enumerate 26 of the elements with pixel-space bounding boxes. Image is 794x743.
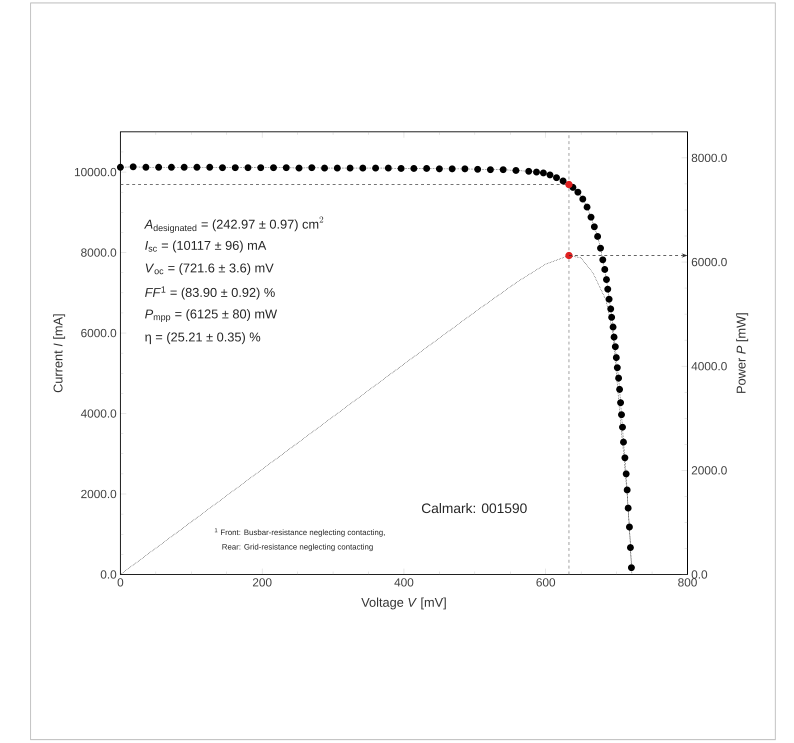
y2-tick-label: 6000.0 [692,258,727,266]
y2-tick-label: 8000.0 [692,154,727,162]
x-axis-title: Voltage V [mV] [361,598,446,610]
annotation: Calmark: 001590 [422,503,527,514]
y-tick-label: 10000.0 [74,168,116,176]
x-tick-label: 0 [118,578,124,587]
x-tick-label: 800 [678,578,697,587]
y2-axis-title: Power P [mW] [736,313,748,394]
y2-tick-label: 4000.0 [691,362,727,371]
y-tick-label: 6000.0 [81,329,116,338]
annotation: $\textit{A}_{\text{designated}}\text{ = (242.97 ± 0.97) cm}^{2}$ [144,216,324,234]
y2-tick-label: 2000.0 [692,466,727,475]
x-tick-label: 600 [536,578,556,587]
annotation: P$_{mpp}$ = (6125 ± 80) mW [145,309,278,322]
y-tick-label: 0.0 [100,570,116,579]
y-tick-label: 2000.0 [81,490,116,498]
x-tick-label: 400 [394,578,414,587]
y-tick-label: 4000.0 [80,410,116,418]
y-axis-title: Current I [mA] [53,314,66,392]
annotation: I$_{sc}$ = (10117 ± 96) mA [145,240,266,253]
y2-tick-label: 0.0 [692,570,708,579]
annotation: V$_{oc}$ = (721.6 ± 3.6) mV [146,263,274,276]
annotation: η = (25.21 ± 0.35) % [145,332,260,344]
annotation: FF$^{1}$ = (83.90 ± 0.92) % [145,286,275,300]
x-tick-label: 200 [252,578,272,587]
y-tick-label: 8000.0 [81,248,116,257]
